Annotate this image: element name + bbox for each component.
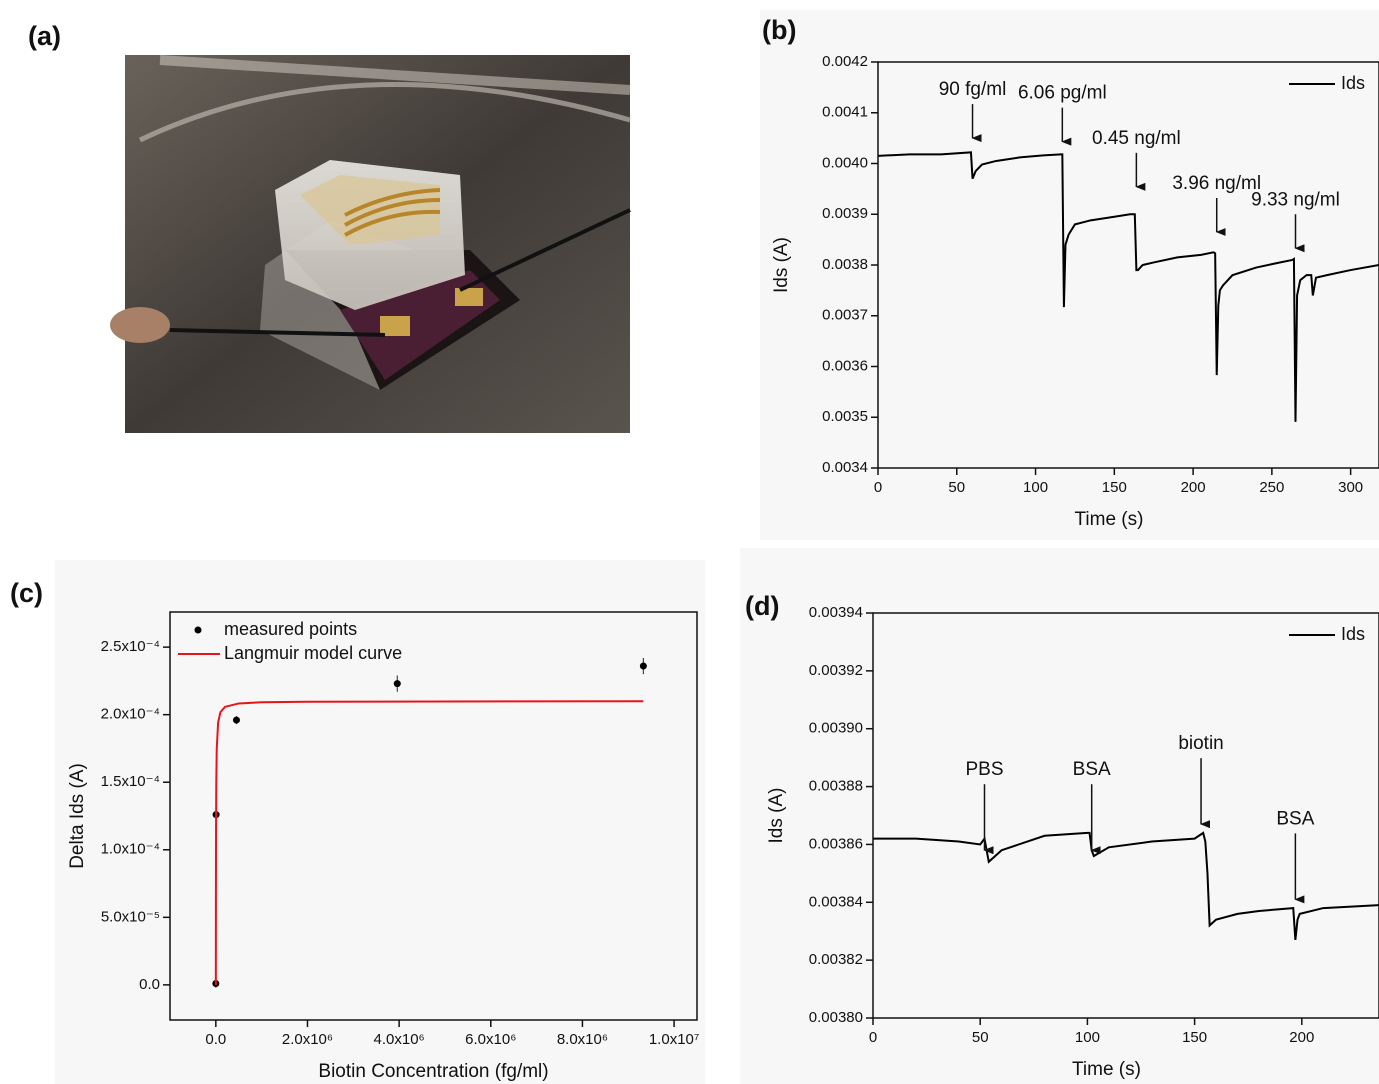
x-tick-label: 200 [1181, 479, 1206, 496]
legend-label: Ids [1341, 73, 1365, 93]
photo [110, 55, 631, 433]
x-tick-label: 50 [948, 479, 965, 496]
y-tick-label: 0.00386 [809, 835, 863, 852]
y-axis-label: Delta Ids (A) [67, 763, 88, 869]
y-tick-label: 0.00384 [809, 893, 863, 910]
x-axis-label: Time (s) [1072, 1059, 1141, 1080]
panel-background [740, 548, 1379, 1084]
y-tick-label: 0.00392 [809, 662, 863, 679]
x-tick-label: 8.0x10⁶ [557, 1031, 608, 1048]
annotation-label: 9.33 ng/ml [1251, 189, 1340, 210]
plot-frame [872, 612, 1379, 1019]
y-tick-label: 5.0x10⁻⁵ [101, 908, 160, 925]
x-tick-label: 6.0x10⁶ [465, 1031, 516, 1048]
y-tick-label: 0.0039 [822, 205, 868, 222]
legend-label: measured points [224, 619, 357, 639]
x-tick-label: 250 [1259, 479, 1284, 496]
annotation-label: 6.06 pg/ml [1018, 83, 1107, 104]
legend-label: Langmuir model curve [224, 643, 402, 663]
y-tick-label: 0.0042 [822, 53, 868, 70]
y-tick-label: 0.0035 [822, 408, 868, 425]
y-tick-label: 0.0037 [822, 307, 868, 324]
y-tick-label: 0.0040 [822, 154, 868, 171]
annotation-label: 3.96 ng/ml [1172, 173, 1261, 194]
y-tick-label: 0.00380 [809, 1009, 863, 1026]
y-tick-label: 0.00390 [809, 720, 863, 737]
panel-label: (c) [10, 578, 43, 608]
x-tick-label: 2.0x10⁶ [282, 1031, 333, 1048]
y-tick-label: 0.0036 [822, 357, 868, 374]
y-tick-label: 1.0x10⁻⁴ [101, 841, 160, 858]
legend-label: Ids [1341, 624, 1365, 644]
x-tick-label: 0 [869, 1029, 877, 1046]
data-point [232, 716, 240, 724]
x-tick-label: 0.0 [205, 1031, 226, 1048]
y-tick-label: 0.0038 [822, 256, 868, 273]
y-tick-label: 0.00388 [809, 778, 863, 795]
x-tick-label: 4.0x10⁶ [374, 1031, 425, 1048]
y-tick-label: 0.0 [139, 976, 160, 993]
annotation-label: 90 fg/ml [939, 79, 1007, 100]
data-line [877, 151, 1379, 422]
x-axis-label: Time (s) [1075, 509, 1144, 530]
x-tick-label: 150 [1102, 479, 1127, 496]
y-tick-label: 0.00382 [809, 951, 863, 968]
annotation-label: BSA [1276, 808, 1314, 829]
x-tick-label: 0 [874, 479, 882, 496]
x-tick-label: 1.0x10⁷ [649, 1031, 699, 1048]
panel-background [760, 10, 1379, 540]
x-tick-label: 50 [972, 1029, 989, 1046]
x-tick-label: 300 [1338, 479, 1363, 496]
annotation-label: biotin [1178, 733, 1223, 754]
x-tick-label: 100 [1075, 1029, 1100, 1046]
x-tick-label: 150 [1182, 1029, 1207, 1046]
annotation-label: 0.45 ng/ml [1092, 128, 1181, 149]
y-tick-label: 1.5x10⁻⁴ [101, 773, 160, 790]
x-axis-label: Biotin Concentration (fg/ml) [318, 1061, 548, 1082]
data-point [639, 662, 647, 670]
legend-marker [194, 626, 202, 634]
panel-label: (b) [762, 15, 796, 45]
panel-label: (d) [745, 591, 779, 621]
plot-frame [169, 611, 698, 1021]
x-tick-label: 100 [1023, 479, 1048, 496]
y-tick-label: 0.0041 [822, 104, 868, 121]
panel-label: (a) [28, 21, 61, 51]
data-line [214, 700, 644, 985]
annotation-label: PBS [965, 759, 1003, 780]
annotation-label: BSA [1073, 759, 1111, 780]
y-tick-label: 0.0034 [822, 459, 868, 476]
y-tick-label: 0.00394 [809, 604, 863, 621]
y-axis-label: Ids (A) [766, 788, 787, 844]
y-axis-label: Ids (A) [771, 237, 792, 293]
y-tick-label: 2.5x10⁻⁴ [101, 638, 160, 655]
y-tick-label: 2.0x10⁻⁴ [101, 706, 160, 723]
x-tick-label: 200 [1289, 1029, 1314, 1046]
data-point [393, 680, 401, 688]
